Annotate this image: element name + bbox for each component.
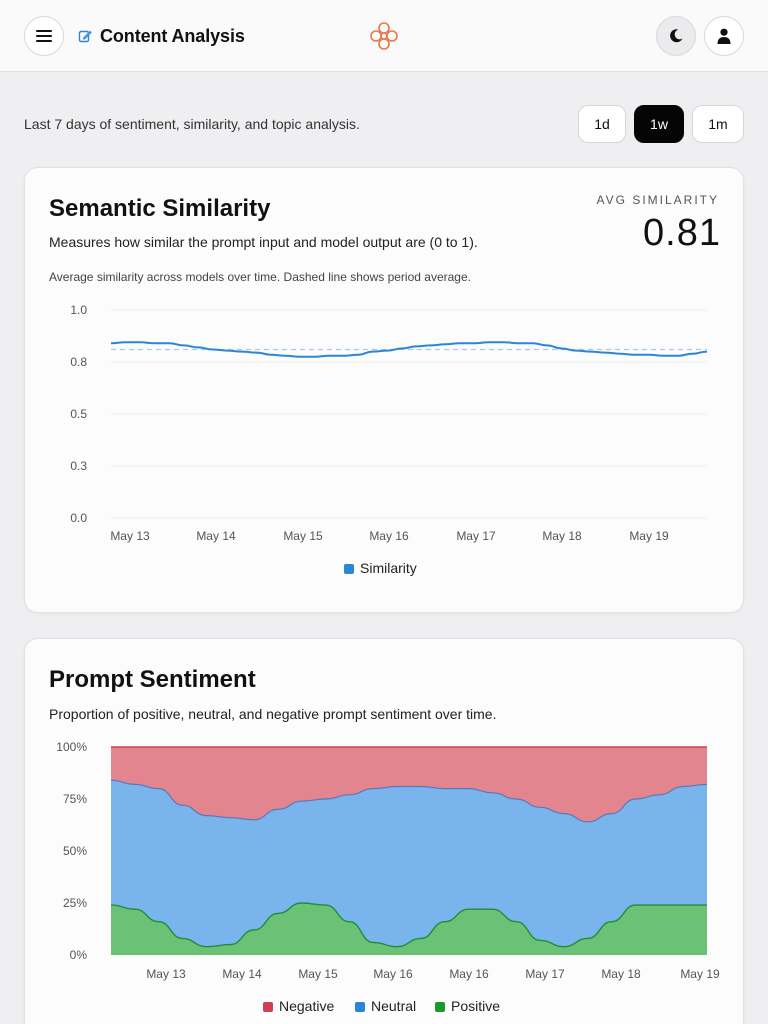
avg-similarity-value: 0.81 [643, 212, 721, 254]
sentiment-legend-label-negative: Negative [279, 998, 334, 1014]
sentiment-legend-label-neutral: Neutral [371, 998, 416, 1014]
similarity-y-tick: 0.3 [70, 459, 87, 473]
edit-icon [78, 30, 92, 43]
range-button-1d[interactable]: 1d [578, 105, 626, 143]
similarity-y-tick: 0.0 [70, 511, 87, 525]
logo-icon [370, 22, 398, 50]
sentiment-legend-swatch-positive [435, 1002, 445, 1012]
similarity-series-line [110, 341, 708, 358]
sentiment-description: Proportion of positive, neutral, and neg… [49, 706, 497, 722]
user-icon [717, 28, 731, 44]
range-button-1m[interactable]: 1m [692, 105, 744, 143]
moon-icon [670, 29, 683, 43]
similarity-card: Semantic Similarity Measures how similar… [24, 167, 744, 613]
sentiment-y-tick: 50% [63, 844, 87, 858]
range-button-1w[interactable]: 1w [634, 105, 684, 143]
sentiment-legend-swatch-negative [263, 1002, 273, 1012]
sentiment-x-tick: May 16 [373, 967, 413, 981]
similarity-description: Measures how similar the prompt input an… [49, 234, 478, 250]
similarity-note: Average similarity across models over ti… [49, 270, 471, 284]
sentiment-title: Prompt Sentiment [49, 666, 256, 693]
sentiment-x-tick: May 14 [222, 967, 262, 981]
similarity-x-tick: May 13 [110, 529, 150, 543]
sentiment-x-tick: May 17 [525, 967, 565, 981]
neutral-line [110, 779, 708, 823]
similarity-x-tick: May 17 [456, 529, 496, 543]
sentiment-x-tick: May 15 [298, 967, 338, 981]
sentiment-x-tick: May 13 [146, 967, 186, 981]
sentiment-chart: 100% 75% 50% 25% 0% May 13 May 14 May 15 May 16 M… [56, 740, 720, 1014]
similarity-x-tick: May 18 [542, 529, 582, 543]
avg-similarity-label: AVG SIMILARITY [596, 193, 719, 207]
positive-line [110, 902, 707, 948]
similarity-chart: 1.0 0.8 0.5 0.3 0.0 May 13 May 14 May 15 May 16 M… [70, 303, 708, 576]
menu-icon [36, 30, 52, 42]
similarity-y-tick: 1.0 [70, 303, 87, 317]
breadcrumb: Content Analysis [78, 24, 245, 48]
similarity-x-tick: May 19 [629, 529, 669, 543]
similarity-legend-label: Similarity [360, 560, 417, 576]
sentiment-y-tick: 25% [63, 896, 87, 910]
user-button[interactable] [704, 16, 744, 56]
sentiment-card: Prompt Sentiment Proportion of positive,… [24, 638, 744, 1024]
sentiment-x-tick: May 16 [449, 967, 489, 981]
top-bar: Content Analysis [0, 0, 768, 72]
sentiment-legend-swatch-neutral [355, 1002, 365, 1012]
similarity-title: Semantic Similarity [49, 195, 271, 222]
similarity-x-tick: May 16 [369, 529, 409, 543]
positive-area [111, 903, 707, 955]
sentiment-legend-label-positive: Positive [451, 998, 500, 1014]
similarity-y-tick: 0.8 [70, 355, 87, 369]
summary-text: Last 7 days of sentiment, similarity, an… [24, 116, 360, 132]
sentiment-y-tick: 75% [63, 792, 87, 806]
sentiment-x-tick: May 19 [680, 967, 720, 981]
page-title: Content Analysis [100, 25, 245, 46]
sentiment-x-tick: May 18 [601, 967, 641, 981]
similarity-x-tick: May 15 [283, 529, 323, 543]
sentiment-y-tick: 100% [56, 740, 87, 754]
sentiment-y-tick: 0% [70, 948, 88, 962]
similarity-legend-swatch [344, 564, 354, 574]
similarity-y-tick: 0.5 [70, 407, 87, 421]
neutral-area [111, 780, 707, 955]
theme-toggle-button[interactable] [656, 16, 696, 56]
menu-button[interactable] [24, 16, 64, 56]
similarity-x-tick: May 14 [196, 529, 236, 543]
